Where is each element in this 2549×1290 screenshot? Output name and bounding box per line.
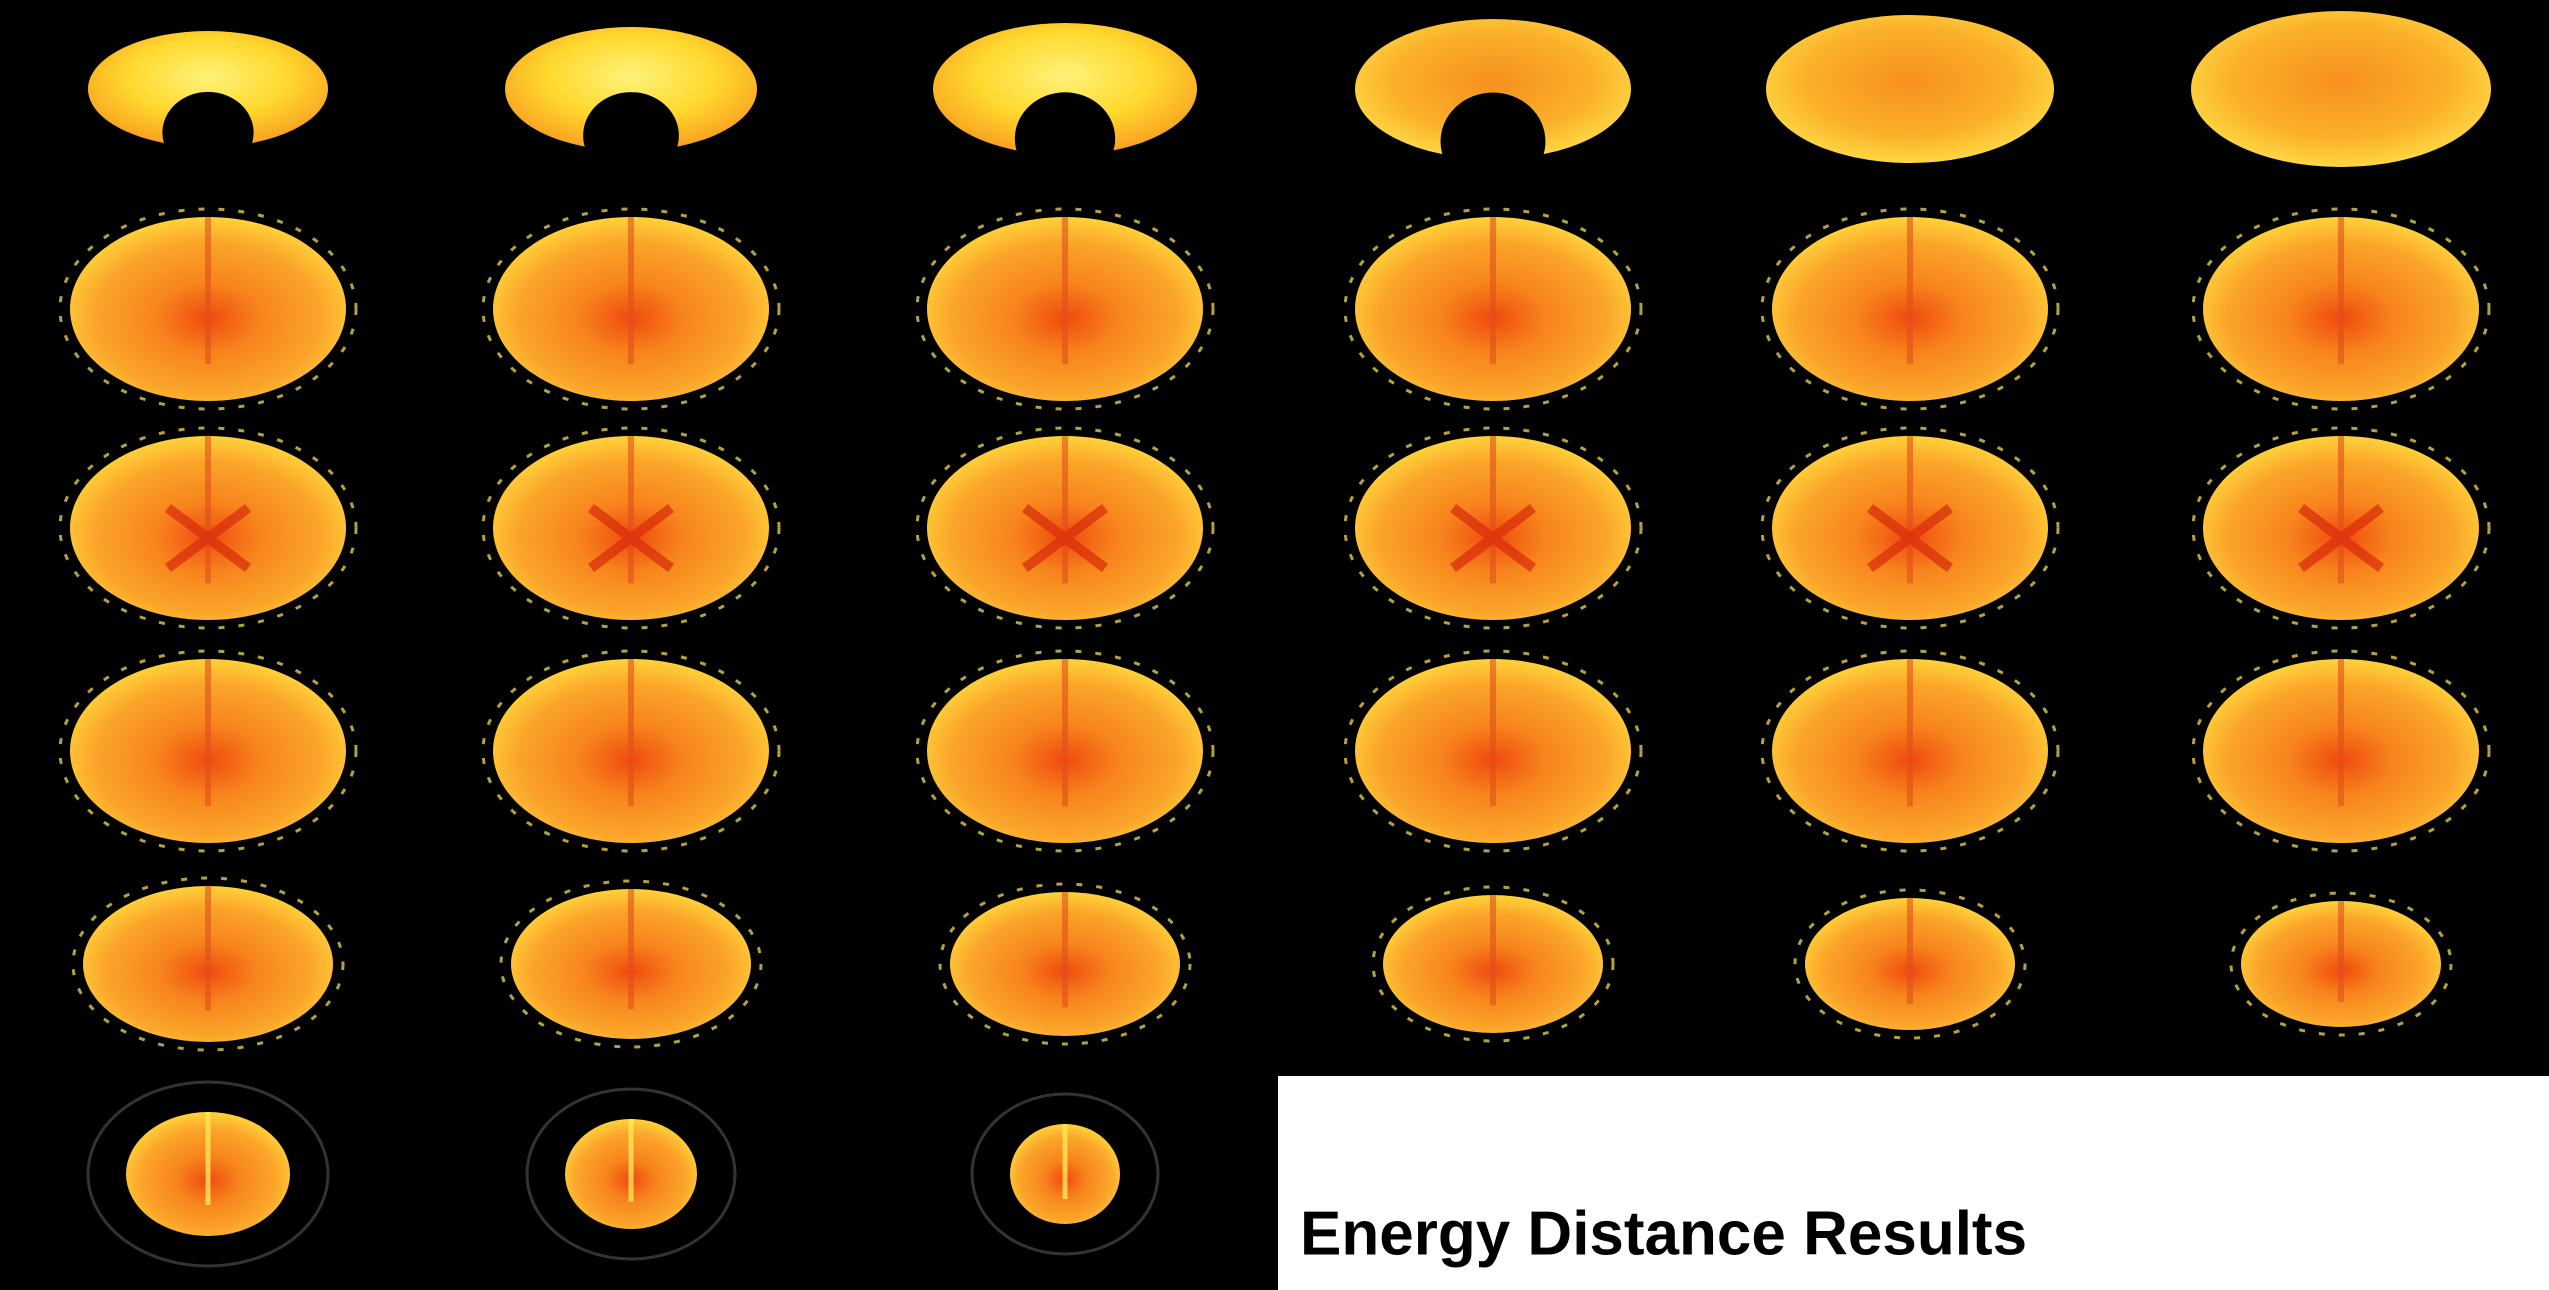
page: {"caption": "Energy Distance Results"} E… <box>0 0 2549 1290</box>
slice-gap <box>1441 93 1546 191</box>
slice-gap <box>1015 92 1115 184</box>
brain-slice <box>2191 11 2491 167</box>
brain-montage: Energy Distance Results <box>0 0 2549 1290</box>
slice-gap <box>162 92 253 173</box>
slice-gap <box>583 92 679 179</box>
caption: Energy Distance Results <box>1300 1199 2027 1268</box>
brain-slice <box>1766 15 2054 163</box>
